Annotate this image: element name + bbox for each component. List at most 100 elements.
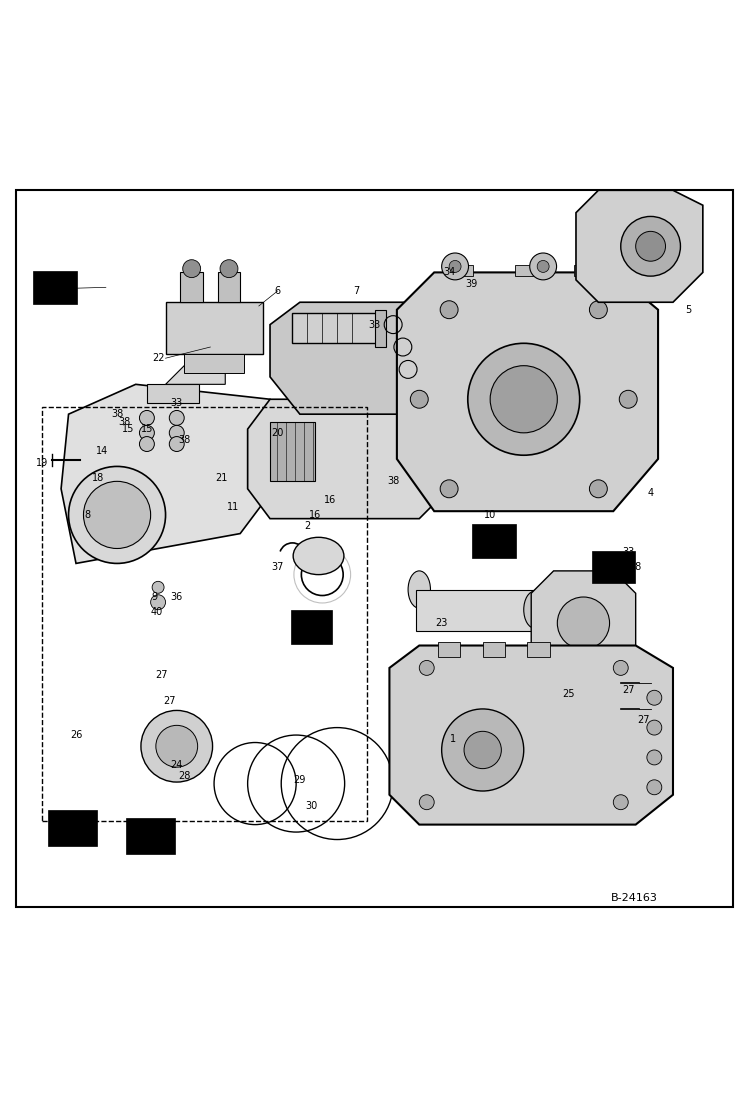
Bar — [374, 309, 386, 347]
Text: 34: 34 — [443, 268, 455, 278]
Circle shape — [442, 709, 524, 791]
Circle shape — [169, 410, 184, 426]
Polygon shape — [248, 399, 449, 519]
Text: 30: 30 — [305, 801, 317, 811]
Text: 26: 26 — [70, 731, 82, 740]
Polygon shape — [166, 354, 225, 384]
Circle shape — [449, 260, 461, 272]
Polygon shape — [61, 384, 285, 564]
Text: 4: 4 — [648, 487, 654, 498]
Text: 27: 27 — [156, 670, 168, 680]
Text: 16: 16 — [324, 495, 336, 505]
Text: 37: 37 — [271, 562, 284, 573]
Text: 18: 18 — [92, 473, 105, 483]
Bar — [43, 407, 367, 821]
Text: 28: 28 — [178, 771, 190, 781]
Circle shape — [69, 466, 166, 564]
Text: 8: 8 — [84, 510, 91, 520]
Bar — [482, 642, 505, 657]
Text: 5: 5 — [685, 305, 691, 315]
Bar — [147, 384, 199, 403]
Bar — [574, 265, 592, 276]
Bar — [127, 818, 175, 853]
Text: 29: 29 — [294, 774, 306, 784]
Bar — [218, 272, 240, 303]
Polygon shape — [389, 645, 673, 825]
Polygon shape — [531, 570, 636, 676]
Bar — [527, 642, 550, 657]
Circle shape — [440, 479, 458, 498]
Circle shape — [621, 216, 680, 276]
Circle shape — [468, 343, 580, 455]
Text: 38: 38 — [111, 409, 123, 419]
Circle shape — [647, 690, 662, 705]
Circle shape — [169, 426, 184, 440]
Text: 24: 24 — [171, 760, 183, 770]
Ellipse shape — [293, 538, 344, 575]
Circle shape — [589, 479, 607, 498]
Polygon shape — [397, 272, 658, 511]
Text: 19: 19 — [36, 457, 49, 467]
Bar — [592, 552, 635, 583]
Circle shape — [647, 720, 662, 735]
Text: 33: 33 — [171, 398, 183, 408]
Circle shape — [619, 391, 637, 408]
Text: 22: 22 — [152, 353, 164, 363]
Text: 2: 2 — [304, 521, 311, 531]
Text: 15: 15 — [141, 425, 153, 434]
Text: 33: 33 — [622, 547, 634, 557]
Circle shape — [647, 750, 662, 765]
Text: 6: 6 — [274, 286, 281, 296]
Text: 38: 38 — [118, 417, 130, 427]
Text: 38: 38 — [178, 436, 190, 445]
Text: 11: 11 — [227, 502, 239, 512]
Ellipse shape — [408, 570, 431, 608]
Text: 9: 9 — [151, 592, 157, 602]
Text: 12: 12 — [62, 827, 75, 837]
Bar — [291, 610, 332, 644]
Text: 21: 21 — [215, 473, 228, 483]
Text: 23: 23 — [435, 618, 448, 629]
Circle shape — [440, 301, 458, 318]
Text: 14: 14 — [96, 446, 109, 456]
Circle shape — [419, 660, 434, 676]
Bar — [184, 354, 244, 373]
Circle shape — [464, 732, 501, 769]
Ellipse shape — [524, 591, 546, 629]
Circle shape — [647, 780, 662, 794]
Bar — [455, 265, 473, 276]
Circle shape — [530, 253, 557, 280]
Text: 27: 27 — [637, 715, 649, 725]
Polygon shape — [576, 190, 703, 303]
Bar — [166, 303, 263, 354]
Circle shape — [83, 482, 151, 548]
Text: 7: 7 — [353, 286, 359, 296]
Text: 27: 27 — [622, 686, 634, 695]
Text: 40: 40 — [151, 607, 163, 617]
Bar — [48, 811, 97, 846]
Text: 36: 36 — [171, 592, 183, 602]
Text: B-24163: B-24163 — [611, 893, 658, 903]
Text: 10: 10 — [484, 510, 497, 520]
Circle shape — [613, 660, 628, 676]
Circle shape — [419, 794, 434, 810]
Bar — [292, 314, 382, 343]
Text: 16: 16 — [309, 510, 321, 520]
Text: 3: 3 — [308, 622, 314, 632]
Circle shape — [169, 437, 184, 452]
Circle shape — [152, 581, 164, 593]
Circle shape — [141, 711, 213, 782]
Bar — [438, 642, 461, 657]
Circle shape — [139, 437, 154, 452]
Text: 33: 33 — [369, 319, 380, 329]
Circle shape — [183, 260, 201, 278]
Circle shape — [442, 253, 469, 280]
Text: 39: 39 — [465, 279, 478, 289]
Text: 20: 20 — [271, 428, 284, 438]
Circle shape — [151, 595, 166, 610]
Text: 11: 11 — [607, 566, 619, 576]
Circle shape — [557, 597, 610, 649]
Text: 1: 1 — [450, 734, 456, 744]
Text: 17: 17 — [43, 279, 56, 289]
Circle shape — [613, 794, 628, 810]
